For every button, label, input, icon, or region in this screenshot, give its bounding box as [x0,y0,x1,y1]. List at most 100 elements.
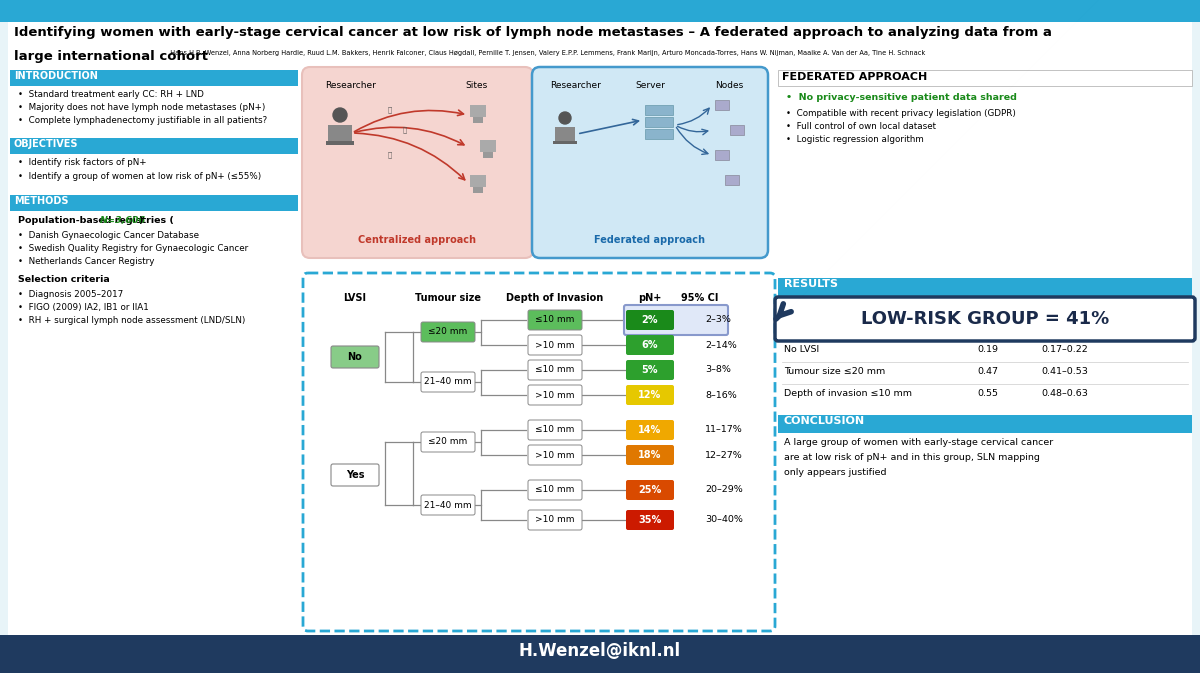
Text: 6%: 6% [642,340,659,350]
Bar [646,117,673,127]
Text: No LVSI: No LVSI [784,345,820,354]
FancyBboxPatch shape [421,322,475,342]
Text: Tumour size: Tumour size [415,293,481,303]
Text: 🔒: 🔒 [388,107,392,113]
FancyBboxPatch shape [528,445,582,465]
FancyBboxPatch shape [626,445,674,465]
Text: •  RH + surgical lymph node assessment (LND/SLN): • RH + surgical lymph node assessment (L… [18,316,245,325]
Text: 12%: 12% [638,390,661,400]
Text: ≤10 mm: ≤10 mm [535,316,575,324]
Text: •  Identify risk factors of pN+: • Identify risk factors of pN+ [18,158,146,167]
Text: 30–40%: 30–40% [706,516,743,524]
FancyBboxPatch shape [528,335,582,355]
Text: 14%: 14% [638,425,661,435]
FancyBboxPatch shape [626,310,674,330]
Text: 🔒: 🔒 [388,151,392,158]
Text: •  Danish Gynaecologic Cancer Database: • Danish Gynaecologic Cancer Database [18,231,199,240]
Text: pN+: pN+ [638,293,661,303]
Text: only appears justified: only appears justified [784,468,887,477]
Text: H.Wenzel@iknl.nl: H.Wenzel@iknl.nl [518,642,682,660]
Text: •  Diagnosis 2005–2017: • Diagnosis 2005–2017 [18,290,124,299]
Text: OBJECTIVES: OBJECTIVES [14,139,78,149]
Text: 21–40 mm: 21–40 mm [424,501,472,509]
Text: •  FIGO (2009) IA2, IB1 or IIA1: • FIGO (2009) IA2, IB1 or IIA1 [18,303,149,312]
Text: >10 mm: >10 mm [535,390,575,400]
Text: No: No [348,352,362,362]
FancyBboxPatch shape [331,346,379,368]
Bar [715,150,730,160]
Text: 0.17–0.22: 0.17–0.22 [1042,345,1088,354]
Bar [470,175,486,187]
Text: •  Identify a group of women at low risk of pN+ (≤55%): • Identify a group of women at low risk … [18,172,262,181]
Text: Identifying women with early-stage cervical cancer at low risk of lymph node met: Identifying women with early-stage cervi… [14,26,1052,39]
Text: are at low risk of pN+ and in this group, SLN mapping: are at low risk of pN+ and in this group… [784,453,1040,462]
Text: >10 mm: >10 mm [535,516,575,524]
Text: 0.55: 0.55 [977,389,998,398]
FancyBboxPatch shape [528,310,582,330]
FancyBboxPatch shape [532,67,768,258]
Bar [715,100,730,110]
Text: 12–27%: 12–27% [706,450,743,460]
Text: A large group of women with early-stage cervical cancer: A large group of women with early-stage … [784,438,1054,447]
Bar [326,141,354,145]
Text: 35%: 35% [638,515,661,525]
Text: Tumour size ≤20 mm: Tumour size ≤20 mm [784,367,886,376]
FancyBboxPatch shape [624,305,728,335]
Text: Yes: Yes [346,470,365,480]
Text: >10 mm: >10 mm [535,341,575,349]
Bar [10,138,298,154]
FancyBboxPatch shape [528,385,582,405]
Text: Depth of Invasion: Depth of Invasion [506,293,604,303]
Text: 2–3%: 2–3% [706,316,731,324]
Text: •  Full control of own local dataset: • Full control of own local dataset [786,122,936,131]
Circle shape [334,108,347,122]
FancyBboxPatch shape [528,420,582,440]
Text: ≤10 mm: ≤10 mm [535,425,575,435]
Text: 18%: 18% [638,450,661,460]
FancyBboxPatch shape [331,464,379,486]
Text: Hans H.B. Wenzel, Anna Norberg Hardie, Ruud L.M. Bakkers, Henrik Falconer, Claus: Hans H.B. Wenzel, Anna Norberg Hardie, R… [166,50,925,56]
Bar [482,152,493,158]
FancyBboxPatch shape [528,360,582,380]
Bar [0,0,1200,22]
Bar [470,105,486,117]
FancyBboxPatch shape [775,297,1195,341]
FancyBboxPatch shape [421,372,475,392]
Text: INTRODUCTION: INTRODUCTION [14,71,98,81]
FancyBboxPatch shape [528,510,582,530]
Bar [0,635,1200,673]
Text: LOW-RISK GROUP = 41%: LOW-RISK GROUP = 41% [860,310,1109,328]
Bar [473,117,482,123]
Text: •  Majority does not have lymph node metastases (pN+): • Majority does not have lymph node meta… [18,103,265,112]
Text: METHODS: METHODS [14,196,68,206]
Text: Researcher: Researcher [325,81,376,90]
Text: ≤10 mm: ≤10 mm [535,365,575,374]
Text: 11–17%: 11–17% [706,425,743,435]
Text: 5%: 5% [642,365,659,375]
Text: large international cohort: large international cohort [14,50,208,63]
Bar [778,415,1192,433]
Text: 25%: 25% [638,485,661,495]
FancyBboxPatch shape [626,510,674,530]
Text: Population-based registries (: Population-based registries ( [18,216,174,225]
Text: RESULTS: RESULTS [784,279,838,289]
Text: 3–8%: 3–8% [706,365,731,374]
Bar [646,105,673,115]
Text: •  Complete lymphadenectomy justifiable in all patients?: • Complete lymphadenectomy justifiable i… [18,116,268,125]
FancyBboxPatch shape [421,432,475,452]
Text: Federated approach: Federated approach [594,235,706,245]
Text: 20–29%: 20–29% [706,485,743,495]
Text: 2%: 2% [642,315,659,325]
Text: 0.47: 0.47 [977,367,998,376]
Text: ≤20 mm: ≤20 mm [428,437,468,446]
FancyBboxPatch shape [302,273,775,631]
Text: Selection criteria: Selection criteria [18,275,109,284]
Bar [730,125,744,135]
FancyBboxPatch shape [626,420,674,440]
Text: 0.19: 0.19 [977,345,998,354]
Bar [10,195,298,211]
Text: 95% CI: 95% CI [682,293,719,303]
Text: Researcher: Researcher [550,81,601,90]
Text: LVSI: LVSI [343,293,366,303]
Text: Server: Server [635,81,665,90]
